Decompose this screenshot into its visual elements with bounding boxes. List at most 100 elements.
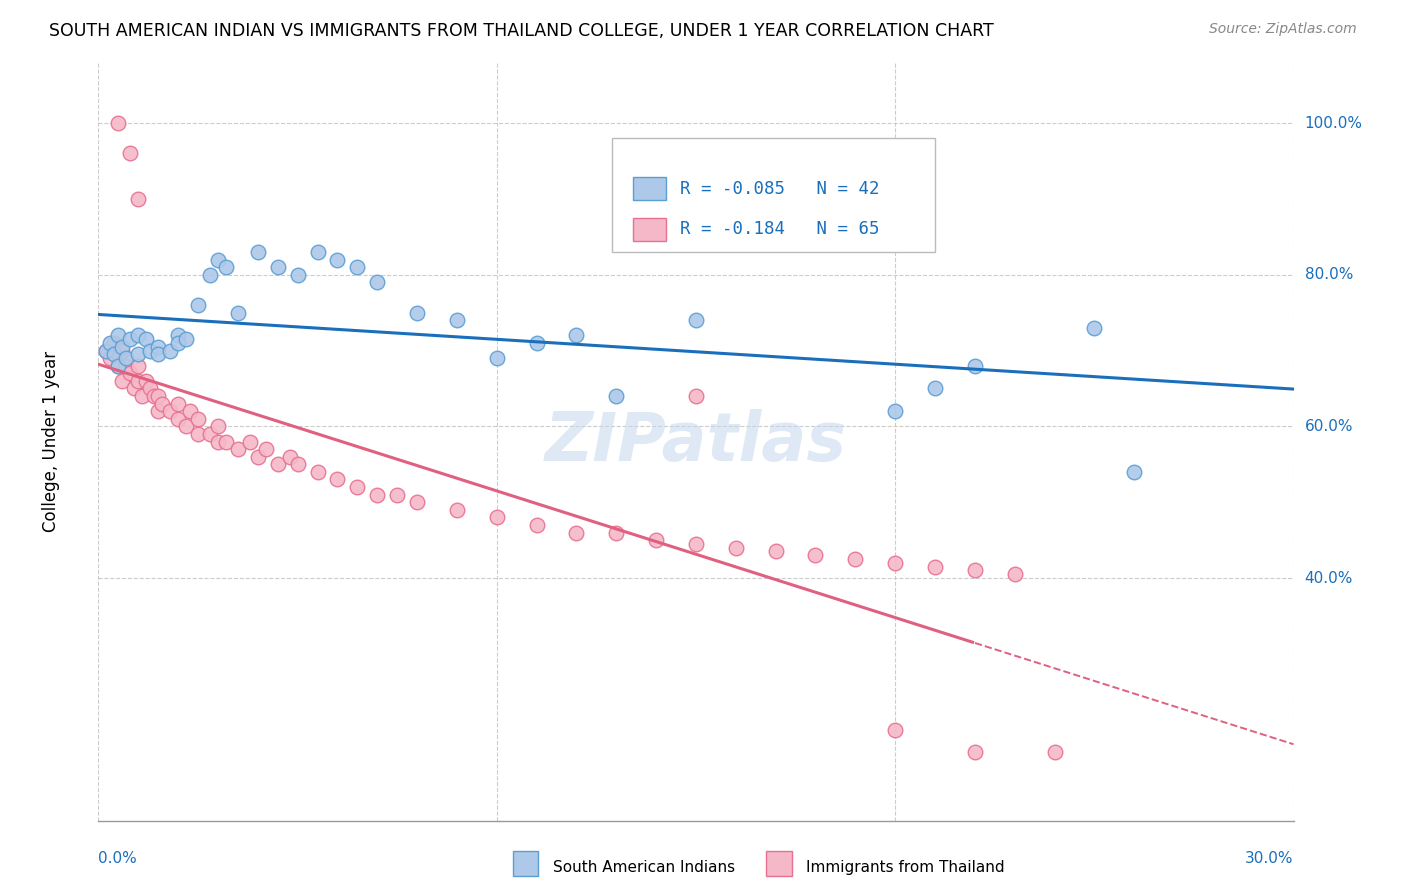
Point xyxy=(131,389,153,403)
Text: College, Under 1 year: College, Under 1 year xyxy=(42,351,59,533)
Point xyxy=(346,480,368,494)
Text: 100.0%: 100.0% xyxy=(1305,116,1362,130)
Text: 40.0%: 40.0% xyxy=(1305,571,1353,585)
Point xyxy=(148,404,170,418)
Point xyxy=(685,537,707,551)
Point xyxy=(107,328,129,343)
Point xyxy=(139,343,162,358)
Point xyxy=(198,268,221,282)
Point xyxy=(246,244,269,259)
Point xyxy=(287,457,309,471)
Point xyxy=(96,343,118,358)
Point xyxy=(143,389,166,403)
Text: 30.0%: 30.0% xyxy=(1246,851,1294,866)
Point xyxy=(307,465,329,479)
Point xyxy=(765,544,787,558)
Text: R = -0.085   N = 42: R = -0.085 N = 42 xyxy=(681,180,880,198)
Point xyxy=(963,564,986,578)
Point xyxy=(406,495,429,509)
Point xyxy=(107,347,129,361)
Point xyxy=(267,260,290,275)
Point xyxy=(963,746,986,760)
Point xyxy=(963,359,986,373)
Bar xyxy=(633,178,666,201)
Point xyxy=(187,298,209,312)
Point xyxy=(179,404,201,418)
Point xyxy=(254,442,277,457)
Point xyxy=(127,359,149,373)
Point xyxy=(111,343,134,358)
Point xyxy=(884,723,907,737)
Point xyxy=(207,419,229,434)
Point xyxy=(1043,746,1066,760)
Point xyxy=(111,340,134,354)
Point xyxy=(1083,321,1105,335)
Point xyxy=(150,396,173,410)
Text: Immigrants from Thailand: Immigrants from Thailand xyxy=(806,860,1004,874)
Point xyxy=(148,347,170,361)
Point xyxy=(326,473,349,487)
Point xyxy=(246,450,269,464)
Point xyxy=(107,359,129,373)
Point xyxy=(526,336,548,351)
Point xyxy=(278,450,301,464)
Text: SOUTH AMERICAN INDIAN VS IMMIGRANTS FROM THAILAND COLLEGE, UNDER 1 YEAR CORRELAT: SOUTH AMERICAN INDIAN VS IMMIGRANTS FROM… xyxy=(49,22,994,40)
Point xyxy=(485,510,508,524)
Point xyxy=(159,404,181,418)
Point xyxy=(98,351,122,366)
Point xyxy=(120,366,142,380)
Text: 60.0%: 60.0% xyxy=(1305,419,1353,434)
Point xyxy=(446,503,468,517)
Point xyxy=(804,548,827,563)
Point xyxy=(159,343,181,358)
Point xyxy=(167,412,190,426)
Point xyxy=(406,305,429,319)
Point xyxy=(366,275,388,289)
Text: ZIPatlas: ZIPatlas xyxy=(546,409,846,475)
Point xyxy=(139,382,162,396)
Point xyxy=(127,192,149,206)
Point xyxy=(366,487,388,501)
Point xyxy=(167,336,190,351)
Point xyxy=(96,343,118,358)
Point xyxy=(127,374,149,388)
Text: South American Indians: South American Indians xyxy=(553,860,735,874)
Point xyxy=(167,396,190,410)
Point xyxy=(174,419,197,434)
Point xyxy=(605,525,627,540)
Point xyxy=(148,389,170,403)
Point xyxy=(685,389,707,403)
Point xyxy=(565,525,588,540)
Point xyxy=(187,412,209,426)
Text: Source: ZipAtlas.com: Source: ZipAtlas.com xyxy=(1209,22,1357,37)
Point xyxy=(565,328,588,343)
Point xyxy=(174,332,197,346)
Point xyxy=(198,427,221,442)
Point xyxy=(127,328,149,343)
Point xyxy=(148,340,170,354)
Point xyxy=(526,517,548,532)
Text: 80.0%: 80.0% xyxy=(1305,268,1353,282)
Point xyxy=(98,336,122,351)
Point xyxy=(135,374,157,388)
Bar xyxy=(633,218,666,241)
Point xyxy=(124,382,146,396)
Point xyxy=(605,389,627,403)
Point xyxy=(924,382,946,396)
Point xyxy=(207,252,229,267)
Point xyxy=(287,268,309,282)
Point xyxy=(135,332,157,346)
Point xyxy=(127,347,149,361)
Point xyxy=(115,359,138,373)
Point xyxy=(385,487,409,501)
Point xyxy=(187,427,209,442)
Point xyxy=(1004,567,1026,582)
Point xyxy=(103,347,125,361)
Point xyxy=(485,351,508,366)
Point xyxy=(115,351,138,366)
Point xyxy=(884,556,907,570)
Point xyxy=(724,541,747,555)
Point xyxy=(107,359,129,373)
Point xyxy=(107,116,129,130)
Point xyxy=(446,313,468,327)
